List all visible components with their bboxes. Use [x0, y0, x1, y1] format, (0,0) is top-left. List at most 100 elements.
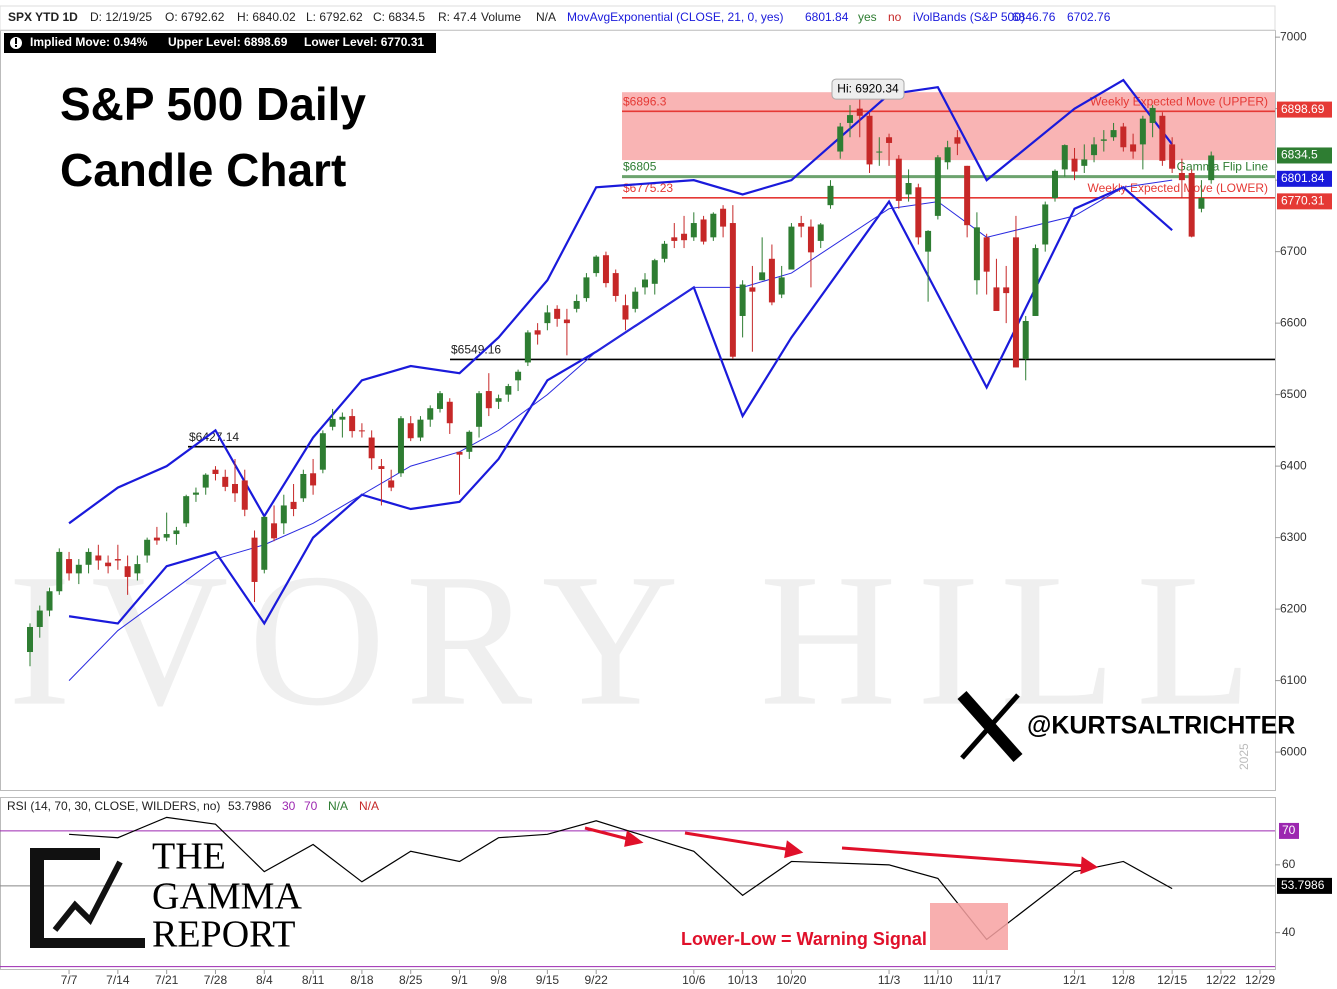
- candle-body: [749, 287, 756, 292]
- level-note: Gamma Flip Line: [1177, 160, 1269, 174]
- rsi-current-box: [1277, 877, 1332, 894]
- arrow: [684, 831, 793, 852]
- candle-body: [651, 260, 658, 284]
- low: L: 6792.62: [306, 10, 363, 24]
- title: Candle Chart: [60, 144, 346, 196]
- candle-body: [1091, 144, 1098, 156]
- arrow-head: [784, 840, 804, 859]
- ema-study: MovAvgExponential (CLOSE, 21, 0, yes): [567, 10, 784, 24]
- candle-body: [563, 319, 570, 324]
- implied-bar: [4, 33, 436, 53]
- volume: Volume: [481, 10, 521, 24]
- rsi-tick-label: 60: [1282, 857, 1296, 871]
- arrow-head: [624, 830, 644, 847]
- rsi-current-label: 53.7986: [1281, 878, 1325, 892]
- logo-mark: [30, 938, 145, 948]
- candle-body: [153, 537, 160, 541]
- candle-body: [271, 523, 278, 539]
- rsi-tick-label: 40: [1282, 925, 1296, 939]
- ema-value: 6801.84: [805, 10, 849, 24]
- logo-mark: [30, 848, 44, 948]
- candle-body: [378, 466, 385, 469]
- candle-body: [495, 398, 502, 402]
- candle-body: [280, 505, 287, 524]
- price-tag-label: 6801.84: [1281, 171, 1325, 185]
- x-tick-label: 8/11: [302, 973, 325, 987]
- x-tick-label: 9/22: [585, 973, 609, 987]
- x-tick-label: 12/15: [1157, 973, 1187, 987]
- x-tick-label: 11/17: [972, 973, 1001, 987]
- candle-body: [534, 330, 541, 335]
- candle-body: [1159, 115, 1166, 161]
- candle-body: [202, 474, 209, 488]
- x-tick-label: 9/1: [451, 973, 468, 987]
- y-tick-label: 6000: [1280, 744, 1307, 758]
- candle-body: [593, 256, 600, 274]
- x-tick-label: 7/7: [61, 973, 78, 987]
- candle-body: [1149, 107, 1156, 123]
- date: D: 12/19/25: [90, 10, 152, 24]
- volume-value: N/A: [536, 10, 556, 24]
- candle-body: [85, 551, 92, 565]
- warning-box: [930, 903, 1008, 950]
- candle-body: [524, 332, 531, 363]
- candle-body: [485, 391, 492, 409]
- candle-body: [661, 243, 668, 259]
- y-tick-label: 6400: [1280, 458, 1307, 472]
- candle-body: [876, 151, 883, 153]
- arrow: [841, 846, 1088, 868]
- candle-body: [778, 277, 785, 295]
- candle-body: [66, 559, 73, 574]
- price-layer: 6000610062006300640065006600670068006900…: [27, 29, 1332, 987]
- logo-mark: [52, 860, 123, 932]
- candle-body: [173, 530, 180, 535]
- x-logo: [957, 691, 1023, 762]
- candle-body: [1081, 159, 1088, 166]
- x-tick-label: 11/10: [923, 973, 952, 987]
- y-tick-label: 6600: [1280, 315, 1307, 329]
- rsi-status: N/A: [328, 799, 348, 813]
- bands-upper: 6846.76: [1012, 10, 1056, 24]
- level-label: $6805: [623, 160, 657, 174]
- candle-body: [1032, 248, 1039, 316]
- rsi-layer: 40 60 70 53.7986 RSI (14, 70, 30, CLOSE, WIL…: [0, 799, 1332, 968]
- candle-body: [427, 408, 434, 420]
- candle-body: [729, 223, 736, 357]
- candle-body: [437, 393, 443, 409]
- candle-body: [251, 537, 258, 582]
- candle-body: [964, 165, 971, 226]
- candle-body: [446, 401, 453, 424]
- x-tick-label: 7/14: [106, 973, 130, 987]
- candle-body: [1012, 237, 1019, 368]
- symbol: SPX YTD 1D: [8, 10, 78, 24]
- logo-text: REPORT: [152, 914, 295, 956]
- candle-body: [1139, 118, 1146, 145]
- candle-body: [232, 483, 238, 494]
- implied-move: Implied Move: 0.94%: [30, 35, 148, 49]
- candle-body: [622, 305, 629, 320]
- candle-body: [993, 287, 1000, 311]
- candle-body: [895, 158, 902, 201]
- close: C: 6834.5: [373, 10, 425, 24]
- rsi-overbought: 70: [304, 799, 318, 813]
- candle-body: [690, 223, 697, 238]
- candle-body: [739, 284, 746, 316]
- x-tick-label: 10/13: [728, 973, 758, 987]
- candle-body: [632, 291, 639, 309]
- candle-body: [36, 610, 43, 627]
- candle-body: [573, 300, 580, 309]
- ema-yes: yes: [858, 10, 877, 24]
- range: R: 47.4: [438, 10, 477, 24]
- title: S&P 500 Daily: [60, 78, 366, 130]
- candle-body: [144, 539, 151, 556]
- candle-body: [183, 496, 190, 524]
- x-tick-label: 7/21: [155, 973, 179, 987]
- candle-body: [105, 562, 112, 567]
- rsi-value: 53.7986: [228, 799, 272, 813]
- candle-body: [681, 233, 688, 241]
- logo-mark: [30, 848, 100, 860]
- candle-body: [1022, 320, 1029, 359]
- high-note-box: [831, 78, 905, 100]
- rsi-annotation: Lower-Low = Warning Signal: [681, 929, 927, 949]
